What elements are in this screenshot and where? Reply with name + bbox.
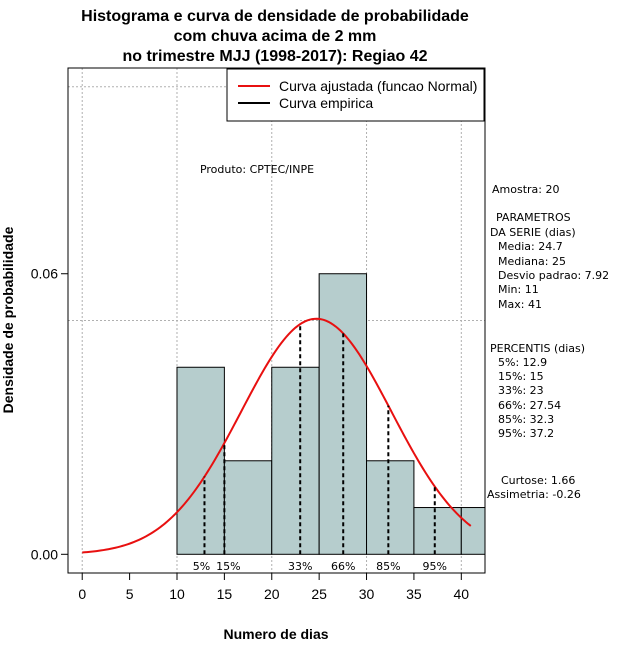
histogram-bar-0 (176, 366, 225, 555)
stat-params-title-2: DA SERIE (dias) (490, 226, 576, 239)
plot-frame (67, 67, 486, 574)
stat-media: Media: 24.7 (498, 240, 563, 253)
stat-params-title-1: PARAMETROS (496, 211, 571, 224)
percentile-label-1: 15% (216, 560, 240, 573)
fitted-normal-curve (82, 317, 472, 554)
x-tick-label-8: 40 (454, 586, 470, 602)
legend-label-fitted: Curva ajustada (funcao Normal) (279, 78, 477, 94)
stat-p5: 5%: 12.9 (498, 356, 547, 369)
histogram-bar-4 (366, 460, 415, 555)
y-axis-label: Densidade de probabilidade (0, 226, 16, 413)
stat-percentis-title: PERCENTIS (dias) (490, 342, 585, 355)
stat-desvio: Desvio padrao: 7.92 (498, 269, 609, 282)
x-tick-label-1: 5 (126, 586, 134, 602)
stat-curtose: Curtose: 1.66 (501, 474, 575, 487)
stat-p15: 15%: 15 (498, 370, 544, 383)
histogram-bar-2 (271, 366, 320, 555)
chart-title-line-3: no trimestre MJJ (1998-2017): Regiao 42 (122, 48, 427, 65)
histogram-bars (176, 273, 485, 555)
x-tick-label-5: 25 (311, 586, 327, 602)
product-annotation: Produto: CPTEC/INPE (200, 163, 314, 176)
y-axis: 0.00 0.06 (31, 266, 68, 562)
x-tick-label-7: 35 (406, 586, 422, 602)
stat-p95: 95%: 37.2 (498, 427, 554, 440)
stat-assimetria: Assimetria: -0.26 (487, 488, 581, 501)
percentile-label-3: 66% (331, 560, 355, 573)
y-tick-label-0: 0.00 (31, 546, 58, 562)
x-tick-label-6: 30 (359, 586, 375, 602)
x-tick-label-2: 10 (169, 586, 185, 602)
stats-panel: Amostra: 20 PARAMETROS DA SERIE (dias) M… (487, 183, 609, 501)
stat-p85: 85%: 32.3 (498, 413, 554, 426)
histogram-bar-1 (223, 460, 273, 555)
percentile-label-2: 33% (288, 560, 312, 573)
x-tick-label-3: 15 (217, 586, 233, 602)
fitted-curve-group (82, 317, 472, 554)
histogram-bar-6 (460, 507, 485, 555)
percentile-lines: 5% 15% 33% 66% 85% 95% (193, 324, 447, 573)
legend-label-empirical: Curva empirica (279, 95, 373, 111)
stat-amostra: Amostra: 20 (492, 183, 559, 196)
stat-p66: 66%: 27.54 (498, 399, 561, 412)
x-axis: 0 5 10 15 20 25 30 35 40 (78, 573, 469, 602)
x-tick-label-0: 0 (78, 586, 86, 602)
legend: Curva ajustada (funcao Normal) Curva emp… (226, 68, 485, 122)
stat-max: Max: 41 (498, 298, 542, 311)
x-axis-label: Numero de dias (223, 626, 328, 642)
x-tick-label-4: 20 (264, 586, 280, 602)
y-tick-label-1: 0.06 (31, 266, 58, 282)
stat-p33: 33%: 23 (498, 384, 544, 397)
legend-box (226, 68, 485, 122)
percentile-label-0: 5% (193, 560, 210, 573)
stat-min: Min: 11 (498, 283, 539, 296)
stat-mediana: Mediana: 25 (498, 255, 566, 268)
percentile-label-5: 95% (423, 560, 447, 573)
percentile-label-4: 85% (376, 560, 400, 573)
chart-title-line-2: com chuva acima de 2 mm (174, 28, 377, 45)
chart-title-line-1: Histograma e curva de densidade de proba… (81, 8, 469, 25)
histogram-bar-5 (413, 507, 462, 555)
